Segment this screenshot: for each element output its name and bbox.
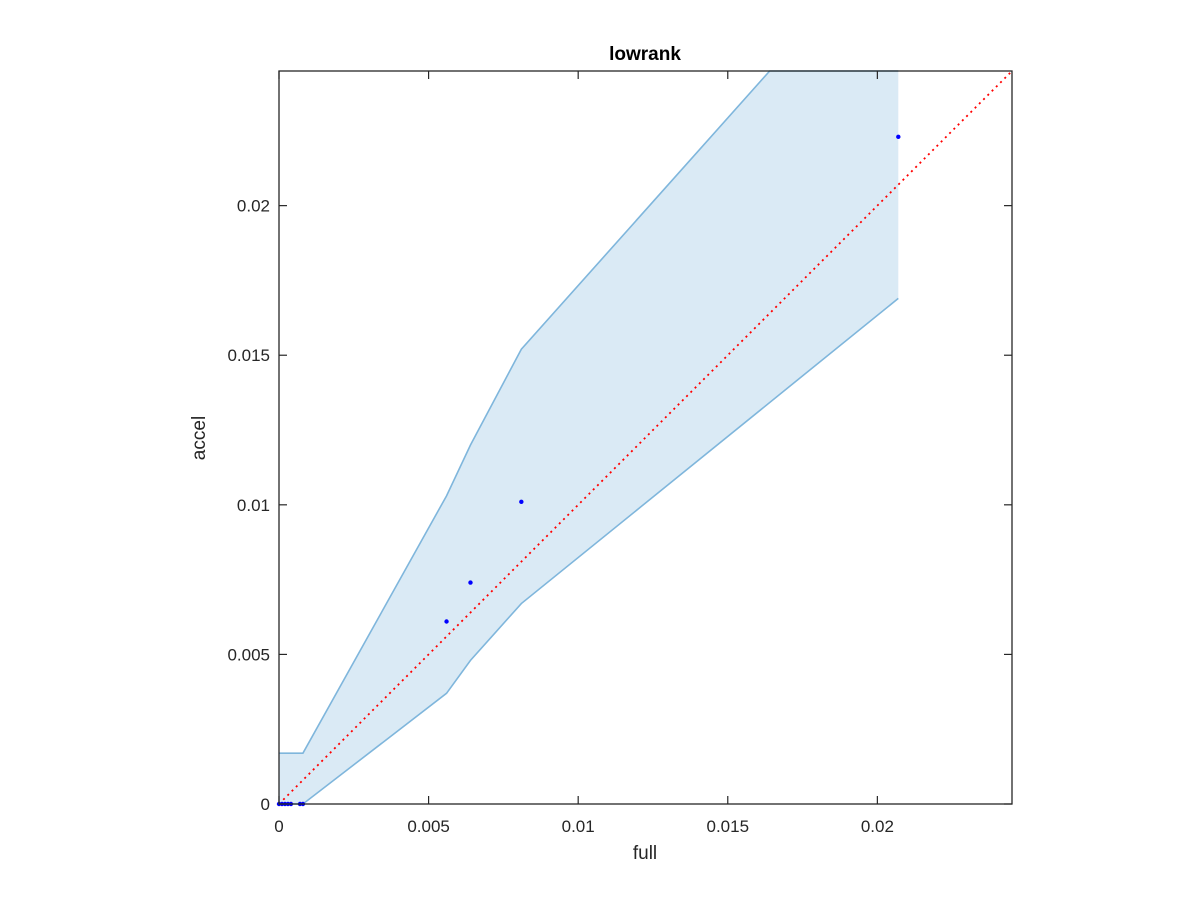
axes (278, 70, 1013, 805)
y-tick-label: 0.02 (237, 197, 270, 216)
x-tick-label: 0.005 (407, 817, 450, 836)
x-tick-label: 0.015 (707, 817, 750, 836)
y-axis-label: accel (189, 416, 210, 460)
data-point (468, 580, 473, 585)
y-tick-label: 0 (261, 795, 270, 814)
confidence-band (279, 70, 899, 805)
data-point (896, 134, 901, 140)
x-axis-label: full (633, 843, 657, 864)
band-fill (279, 71, 899, 804)
data-point (519, 499, 524, 505)
chart-title: lowrank (609, 44, 681, 65)
y-tick-label: 0.01 (237, 496, 270, 515)
y-tick-label: 0.015 (227, 346, 270, 365)
tick-labels: 0 0.005 0.01 0.015 0.02 0 0.005 0.01 0.015 0.02 (227, 197, 893, 836)
x-tick-label: 0.01 (562, 817, 595, 836)
scatter-points (276, 134, 901, 807)
x-tick-label: 0 (274, 817, 283, 836)
tick-marks (278, 71, 1012, 805)
x-tick-label: 0.02 (861, 817, 894, 836)
data-point (444, 619, 449, 624)
axes-box (278, 70, 1013, 805)
y-tick-label: 0.005 (227, 645, 270, 664)
